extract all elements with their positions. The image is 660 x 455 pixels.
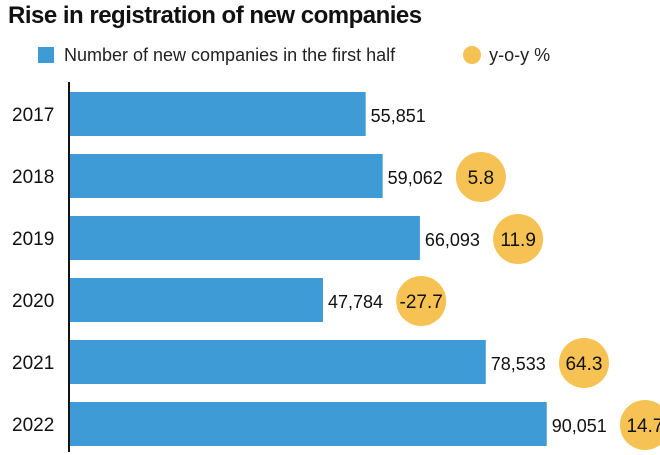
yoy-bubble-2019 [493, 214, 544, 264]
bar-2021 [70, 340, 486, 384]
chart-title: Rise in registration of new companies [8, 2, 422, 29]
year-label-2018: 2018 [12, 167, 54, 188]
yoy-label-2019: 11.9 [500, 230, 536, 251]
legend-item-yoy: y-o-y % [463, 45, 550, 66]
legend: Number of new companies in the first hal… [38, 44, 550, 66]
value-label-2020: 47,784 [328, 292, 383, 312]
legend-label-yoy: y-o-y % [489, 44, 551, 65]
yoy-label-2022: 14.7 [626, 416, 660, 437]
bar-2022 [70, 402, 547, 446]
bar-2018 [70, 154, 383, 198]
yoy-label-2020: -27.7 [400, 292, 443, 313]
value-label-2017: 55,851 [371, 106, 426, 126]
yoy-bubble-2021 [558, 338, 609, 388]
bar-2017 [70, 92, 366, 136]
bar-2019 [70, 216, 420, 260]
legend-label-companies: Number of new companies in the first hal… [64, 44, 396, 65]
year-label-2022: 2022 [12, 415, 54, 436]
yoy-bubble-2018 [455, 152, 506, 202]
yoy-bubble-2020 [396, 276, 447, 326]
bar-2020 [70, 278, 323, 322]
year-label-2021: 2021 [12, 353, 54, 374]
value-label-2018: 59,062 [388, 168, 443, 188]
year-label-2020: 2020 [12, 291, 54, 312]
legend-item-companies: Number of new companies in the first hal… [38, 45, 395, 66]
year-label-2019: 2019 [12, 229, 54, 250]
legend-swatch-bar [38, 47, 54, 63]
value-label-2021: 78,533 [491, 354, 546, 374]
legend-swatch-dot [463, 46, 482, 64]
value-label-2022: 90,051 [552, 416, 607, 436]
value-label-2019: 66,093 [425, 230, 480, 250]
yoy-label-2021: 64.3 [565, 354, 602, 375]
yoy-bubble-2022 [619, 400, 660, 450]
year-label-2017: 2017 [12, 105, 54, 126]
yoy-label-2018: 5.8 [468, 168, 494, 189]
y-axis-line [68, 82, 70, 452]
